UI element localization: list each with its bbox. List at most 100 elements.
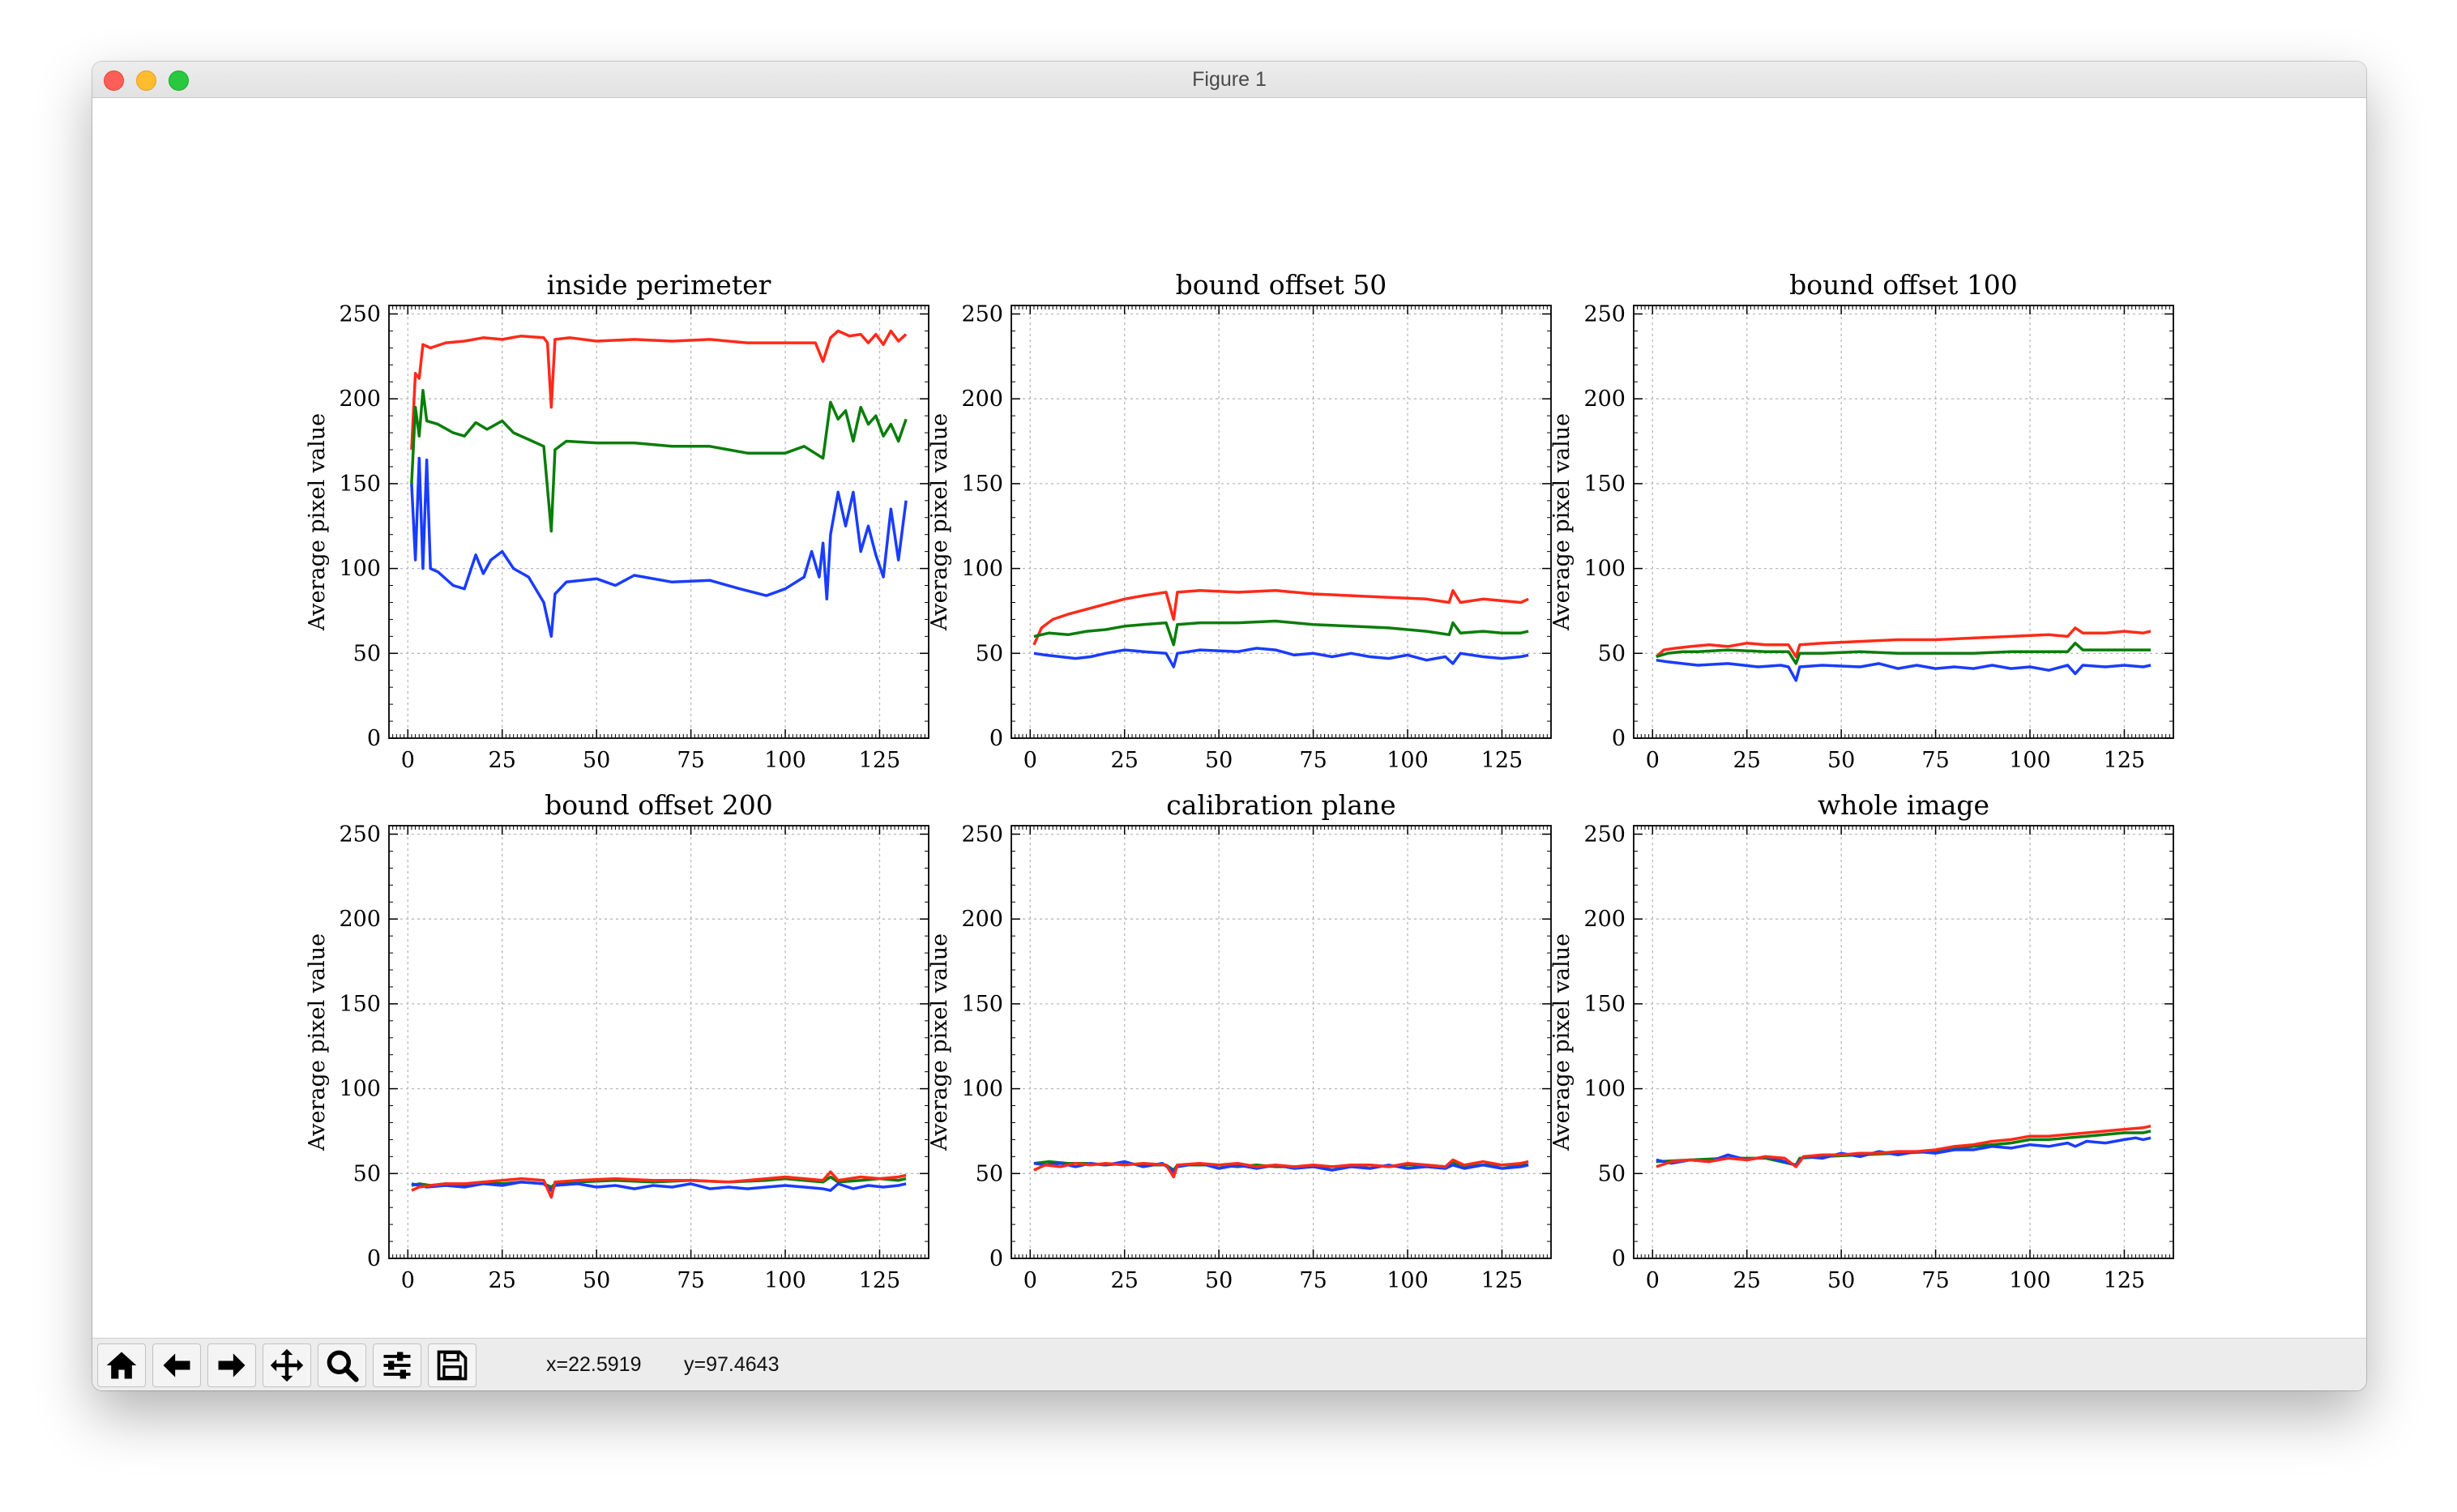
y-tick-label: 100 — [1583, 557, 1626, 582]
x-tick-label: 100 — [764, 748, 806, 773]
subplot-title: calibration plane — [1166, 789, 1395, 821]
series-line-3 — [1033, 647, 1529, 668]
x-tick-label: 0 — [1023, 1268, 1037, 1293]
subplot-title: bound offset 200 — [545, 789, 773, 821]
series-line-2 — [1656, 641, 2151, 665]
y-tick-label: 250 — [961, 822, 1003, 847]
x-tick-label: 50 — [583, 1268, 610, 1293]
figure-window: Figure 1 0 25 50 75 100 125 0 50 100 150 200 250 ins… — [92, 62, 2366, 1390]
y-tick-label: 100 — [339, 557, 381, 582]
axes-frame — [1011, 305, 1552, 739]
floppy-disk-icon — [437, 1350, 468, 1381]
series-line-1 — [1032, 589, 1529, 646]
y-tick-label: 100 — [961, 1077, 1003, 1102]
x-tick-label: 100 — [2009, 1268, 2051, 1293]
y-tick-label: 150 — [961, 472, 1003, 497]
sliders-icon — [383, 1352, 411, 1379]
y-tick-label: 250 — [339, 301, 381, 327]
home-button[interactable] — [97, 1343, 146, 1387]
series-line-1 — [410, 329, 908, 451]
y-axis-label: Average pixel value — [305, 413, 330, 631]
y-tick-label: 0 — [989, 1246, 1003, 1271]
x-tick-label: 100 — [1387, 748, 1429, 773]
y-tick-label: 0 — [367, 726, 381, 751]
forward-button[interactable] — [207, 1343, 256, 1387]
subplot-5: 0 25 50 75 100 125 0 50 100 150 200 250 calibration … — [927, 789, 1552, 1293]
x-tick-label: 0 — [1023, 748, 1037, 773]
subplot-title: bound offset 50 — [1176, 269, 1387, 301]
x-tick-label: 25 — [1733, 748, 1761, 773]
back-button[interactable] — [152, 1343, 201, 1387]
series-line-1 — [1655, 626, 2151, 659]
x-tick-label: 0 — [1646, 1268, 1660, 1293]
y-tick-label: 250 — [1583, 822, 1626, 847]
series-line-3 — [410, 456, 908, 639]
subplot-title: bound offset 100 — [1789, 269, 2018, 301]
series-line-3 — [1656, 1124, 2151, 1168]
series-line-2 — [1033, 619, 1529, 647]
y-tick-label: 200 — [1583, 907, 1626, 932]
y-tick-label: 150 — [1583, 992, 1626, 1017]
maximize-window-button[interactable] — [169, 70, 189, 91]
y-tick-label: 200 — [961, 387, 1003, 412]
magnifier-icon — [327, 1350, 359, 1382]
x-tick-label: 25 — [489, 748, 516, 773]
y-tick-label: 0 — [1612, 1246, 1626, 1271]
x-tick-label: 100 — [764, 1268, 806, 1293]
x-tick-label: 100 — [1387, 1268, 1429, 1293]
x-tick-label: 25 — [1111, 748, 1139, 773]
x-tick-label: 50 — [1205, 748, 1233, 773]
y-tick-label: 200 — [339, 907, 381, 932]
x-coordinate-readout: x=22.5919 — [546, 1353, 642, 1376]
x-tick-label: 75 — [1921, 748, 1949, 773]
x-tick-label: 50 — [1827, 748, 1855, 773]
window-title: Figure 1 — [1192, 68, 1267, 91]
y-axis-label: Average pixel value — [927, 413, 952, 631]
axes-frame — [388, 825, 929, 1259]
save-button[interactable] — [428, 1343, 476, 1387]
subplot-2: 0 25 50 75 100 125 0 50 100 150 200 250 bound offset… — [927, 269, 1552, 773]
x-tick-label: 75 — [677, 1268, 704, 1293]
y-tick-label: 250 — [339, 822, 381, 847]
y-tick-label: 100 — [1583, 1077, 1626, 1102]
zoom-button[interactable] — [318, 1343, 366, 1387]
series-line-1 — [1656, 1130, 2151, 1167]
arrow-right-icon — [218, 1353, 246, 1377]
x-tick-label: 125 — [2104, 748, 2146, 773]
y-tick-label: 150 — [1583, 472, 1626, 497]
y-tick-label: 200 — [1583, 387, 1626, 412]
series-line-3 — [411, 1170, 907, 1199]
subplot-6: 0 25 50 75 100 125 0 50 100 150 200 250 whole image A… — [1549, 789, 2174, 1293]
x-tick-label: 100 — [2009, 748, 2051, 773]
subplot-4: 0 25 50 75 100 125 0 50 100 150 200 250 bound offset… — [305, 789, 929, 1293]
figure-canvas[interactable]: 0 25 50 75 100 125 0 50 100 150 200 250 inside perim… — [92, 98, 2366, 1338]
close-window-button[interactable] — [104, 70, 124, 91]
pan-button[interactable] — [263, 1343, 311, 1387]
arrow-left-icon — [163, 1353, 190, 1377]
y-tick-label: 50 — [1598, 1161, 1626, 1186]
x-tick-label: 50 — [1205, 1268, 1233, 1293]
subplot-title: whole image — [1818, 789, 1989, 821]
navigation-toolbar: x=22.5919 y=97.4643 — [92, 1338, 2366, 1390]
x-tick-label: 125 — [859, 1268, 901, 1293]
y-tick-label: 100 — [339, 1077, 381, 1102]
y-axis-label: Average pixel value — [1549, 933, 1575, 1151]
axes-frame — [1633, 825, 2174, 1259]
x-tick-label: 75 — [677, 748, 704, 773]
title-bar[interactable]: Figure 1 — [92, 62, 2366, 98]
y-tick-label: 0 — [1612, 726, 1626, 751]
x-tick-label: 75 — [1299, 748, 1327, 773]
series-line-2 — [410, 388, 908, 533]
y-axis-label: Average pixel value — [305, 933, 330, 1151]
y-tick-label: 200 — [961, 907, 1003, 932]
subplot-1: 0 25 50 75 100 125 0 50 100 150 200 250 inside perim… — [305, 269, 929, 773]
x-tick-label: 125 — [1481, 748, 1523, 773]
home-icon — [106, 1352, 137, 1379]
minimize-window-button[interactable] — [136, 70, 156, 91]
subplot-3: 0 25 50 75 100 125 0 50 100 150 200 250 bound offset… — [1549, 269, 2174, 773]
y-tick-label: 250 — [961, 301, 1003, 327]
y-tick-label: 0 — [989, 726, 1003, 751]
configure-subplots-button[interactable] — [373, 1343, 421, 1387]
x-tick-label: 25 — [1733, 1268, 1761, 1293]
